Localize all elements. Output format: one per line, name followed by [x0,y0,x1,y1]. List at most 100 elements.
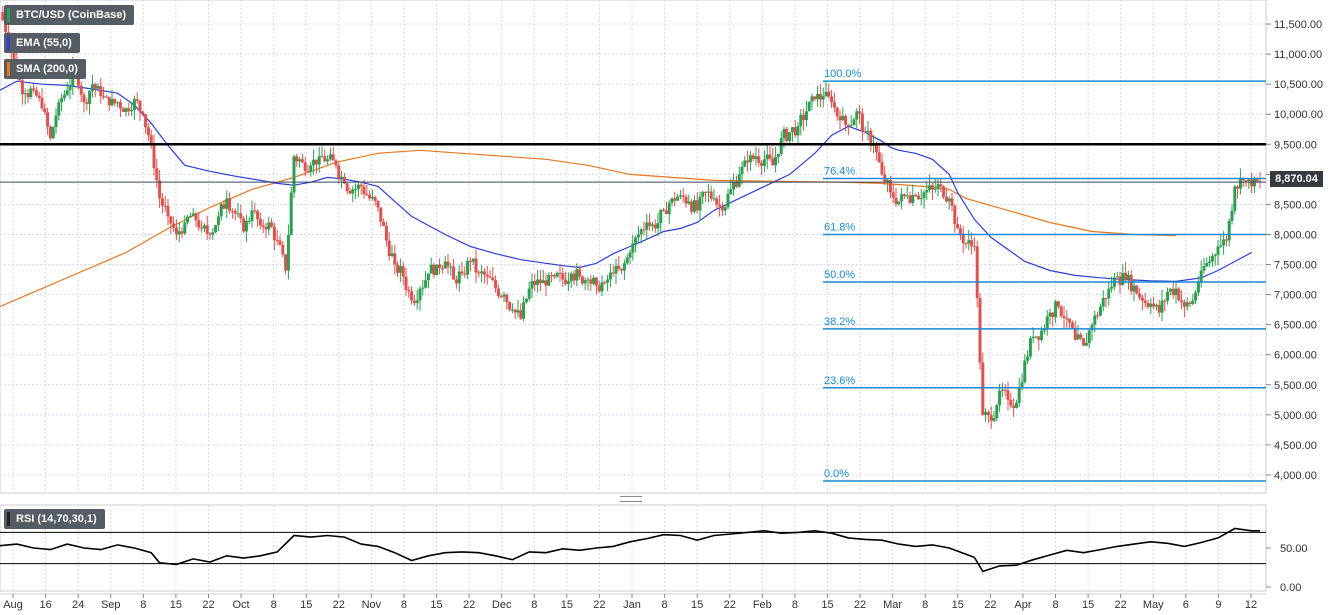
candle-body [1213,254,1217,257]
candle-body [144,114,148,128]
legend-main[interactable]: BTC/USD (CoinBase) [4,5,135,25]
candle-body [984,412,988,415]
candle-body [1132,285,1136,292]
candle-body [412,300,416,304]
candle-body [474,258,478,273]
pane-splitter-handle[interactable] [620,496,642,502]
candle-body [1034,336,1038,338]
candle-body [303,162,307,172]
candle-body [382,221,386,226]
candle-body [1238,179,1242,189]
candle-body [205,225,209,234]
candle-body [737,174,741,187]
candle-body [757,156,761,163]
candle-body [1157,304,1161,313]
candle-body [116,102,120,104]
x-tick-label: 15 [430,599,442,611]
candle-body [625,257,629,264]
candle-body [930,185,934,190]
x-tick-label: 24 [72,599,84,611]
candle-body [351,189,355,194]
candle-body [65,90,69,95]
fib-level-label: 50.0% [824,269,855,281]
candle-body [886,180,890,183]
x-tick-label: Feb [753,599,772,611]
candle-body [748,155,752,163]
candle-body [306,171,310,173]
candle-body [908,195,912,203]
legend-sma[interactable]: SMA (200,0) [4,59,86,79]
candle-body [387,240,391,257]
candle-body [790,127,794,133]
candle-body [491,277,495,281]
candle-body [720,206,724,211]
candle-body [1182,301,1186,307]
x-tick-label: 8 [531,599,537,611]
x-tick-label: Dec [492,599,512,611]
candle-body [1191,300,1195,304]
candle-body [986,412,990,416]
candle-body [841,115,845,121]
candle-body [863,131,867,133]
candle-body [527,288,531,299]
candle-body [208,233,212,235]
candle-body [424,280,428,288]
candle-body [121,108,125,112]
candle-body [824,91,828,97]
candle-body [561,273,565,280]
candle-body [174,227,178,235]
candle-body [606,279,610,283]
candle-body [1247,179,1251,182]
candle-body [538,279,542,284]
candle-body [457,271,461,284]
candle-body [499,296,503,298]
candle-body [158,180,162,199]
candle-body [695,200,699,211]
candle-body [309,165,313,173]
candle-body [866,130,870,133]
candle-body [1076,334,1080,340]
legend-ema[interactable]: EMA (55,0) [4,33,80,53]
candle-body [1205,262,1209,267]
legend-rsi[interactable]: RSI (14,70,30,1) [4,509,105,529]
candle-body [376,200,380,208]
candle-body [1160,300,1164,313]
candle-body [782,129,786,139]
price-tick-label: 9,500.00 [1274,139,1317,151]
candle-body [642,229,646,231]
legend-main-swatch [7,8,10,22]
candle-body [572,273,576,281]
price-tick-label: 4,000.00 [1274,470,1317,482]
candle-body [379,207,383,222]
candle-body [933,188,937,190]
candle-body [1168,288,1172,292]
candle-body [1255,178,1259,182]
candle-body [891,192,895,198]
rsi-tick-label: 0.00 [1280,582,1301,594]
candle-body [1222,239,1226,246]
candle-body [911,195,915,203]
legend-sma-swatch [7,62,10,76]
candle-body [289,192,293,235]
candle-body [1177,288,1181,301]
candle-body [569,273,573,282]
candle-body [796,126,800,136]
candle-body [614,265,618,274]
candle-body [1040,330,1044,340]
x-tick-label: 22 [593,599,605,611]
candle-body [48,126,52,139]
candle-body [1054,301,1058,318]
candle-body [1096,315,1100,317]
candle-body [681,195,685,197]
candle-body [177,231,181,235]
candle-body [849,125,853,127]
candle-body [785,129,789,141]
candle-body [334,160,338,166]
candle-body [202,225,206,229]
candle-body [390,253,394,257]
candle-body [317,156,321,165]
candle-body [278,240,282,245]
candle-body [900,194,904,202]
candle-body [706,191,710,193]
